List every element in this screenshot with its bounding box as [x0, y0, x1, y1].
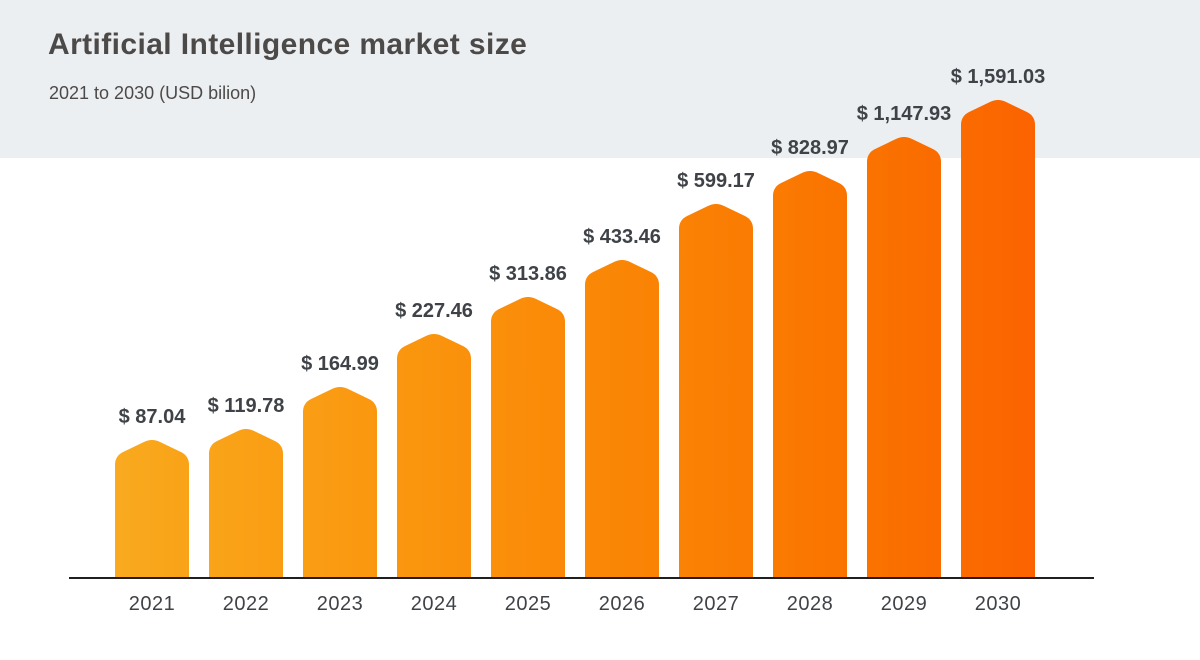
bar-2027	[679, 203, 753, 578]
year-label-2027: 2027	[693, 593, 740, 615]
bar-2029	[867, 136, 941, 578]
value-label-2021: $ 87.04	[119, 406, 187, 428]
bar-2021	[115, 439, 189, 578]
bar-2022	[209, 428, 283, 578]
year-label-2029: 2029	[881, 593, 928, 615]
bar-2023	[303, 386, 377, 578]
year-label-2028: 2028	[787, 593, 834, 615]
header-band: Artificial Intelligence market size 2021…	[0, 0, 1200, 158]
value-label-2028: $ 828.97	[771, 137, 849, 159]
value-label-2024: $ 227.46	[395, 300, 473, 322]
bar-2030	[961, 99, 1035, 578]
year-label-2024: 2024	[411, 593, 458, 615]
value-label-2025: $ 313.86	[489, 263, 567, 285]
value-label-2023: $ 164.99	[301, 353, 379, 375]
bar-2026	[585, 259, 659, 578]
value-label-2027: $ 599.17	[677, 170, 755, 192]
bar-2028	[773, 170, 847, 578]
bar-2024	[397, 333, 471, 578]
year-label-2026: 2026	[599, 593, 646, 615]
chart-title: Artificial Intelligence market size	[48, 28, 528, 61]
year-label-2022: 2022	[223, 593, 270, 615]
year-label-2021: 2021	[129, 593, 176, 615]
year-label-2025: 2025	[505, 593, 552, 615]
bar-2025	[491, 296, 565, 578]
value-label-2026: $ 433.46	[583, 226, 661, 248]
value-label-2030: $ 1,591.03	[951, 66, 1046, 88]
value-label-2029: $ 1,147.93	[857, 103, 952, 125]
value-label-2022: $ 119.78	[208, 395, 285, 417]
year-label-2030: 2030	[975, 593, 1022, 615]
chart-subtitle: 2021 to 2030 (USD bilion)	[49, 83, 257, 103]
year-label-2023: 2023	[317, 593, 364, 615]
